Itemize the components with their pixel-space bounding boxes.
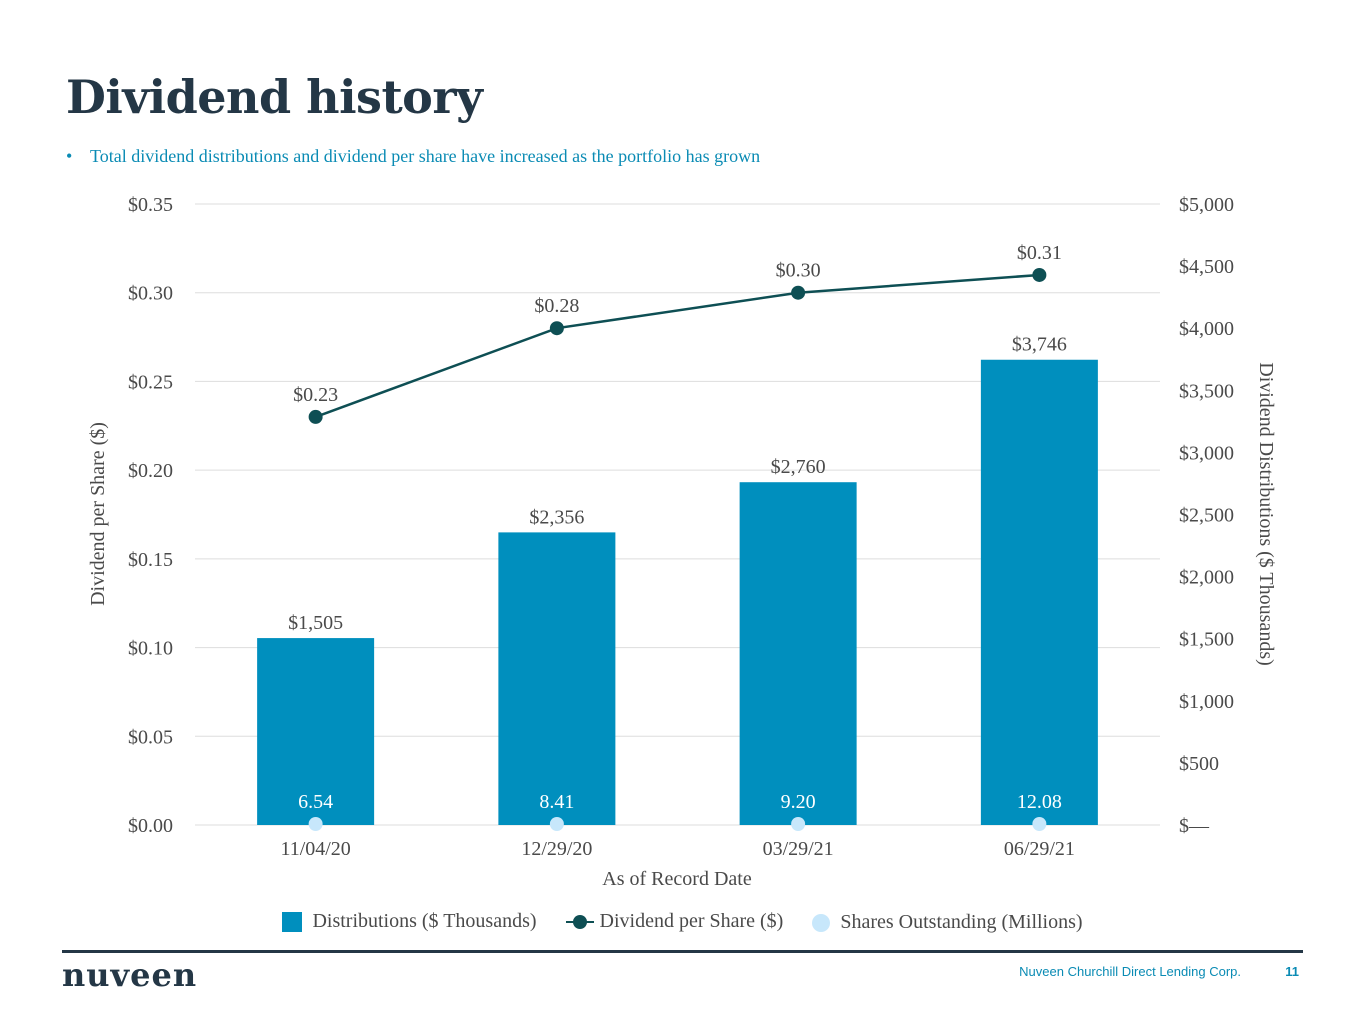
x-tick-label: 12/29/20 [521, 838, 592, 860]
y2-axis-title: Dividend Distributions ($ Thousands) [1255, 362, 1277, 666]
bar [739, 482, 857, 825]
dividend-data-label: $0.28 [534, 295, 579, 317]
dividend-line [315, 273, 1040, 419]
x-tick-label: 11/04/20 [280, 838, 350, 860]
y-tick-label: $0.30 [128, 283, 173, 305]
dividend-data-label: $0.23 [293, 384, 338, 406]
shares-dot [1032, 817, 1047, 831]
legend-label-dividend-per-share: Dividend per Share ($) [599, 910, 784, 932]
page-title: Dividend history [66, 70, 483, 124]
dividend-point [549, 321, 564, 336]
bullet-text: Total dividend distributions and dividen… [90, 146, 761, 166]
y2-tick-label: $2,500 [1179, 505, 1234, 527]
chart-legend: Distributions ($ Thousands) Dividend per… [0, 910, 1365, 938]
y2-tick-label: $1,500 [1179, 629, 1234, 651]
y-tick-label: $0.25 [128, 371, 173, 393]
shares-dot [308, 817, 323, 831]
bar-data-label: $2,356 [529, 506, 584, 528]
bullet-point: • Total dividend distributions and divide… [66, 146, 760, 167]
y2-tick-label: $— [1179, 815, 1210, 837]
dividend-chart: $0.00 $0.05 $0.10 $0.15 $0.20 $0.25 $0.30 $0.35… [87, 194, 1277, 890]
shares-data-label: 12.08 [1017, 791, 1062, 813]
bar-data-label: $3,746 [1012, 334, 1067, 356]
y-tick-label: $0.00 [128, 815, 173, 837]
x-tick-label: 06/29/21 [1004, 838, 1075, 860]
y-tick-label: $0.35 [128, 194, 173, 216]
legend-item-distributions: Distributions ($ Thousands) [282, 910, 537, 933]
y-axis-title: Dividend per Share ($) [87, 422, 109, 606]
dividend-data-label: $0.30 [776, 260, 821, 282]
y2-tick-label: $3,000 [1179, 442, 1234, 464]
y2-tick-label: $3,500 [1179, 380, 1234, 402]
bar [498, 532, 616, 825]
nuveen-logo: nuveen [62, 956, 198, 994]
bar [257, 638, 375, 825]
bar-data-label: $2,760 [771, 456, 826, 478]
shares-data-label: 8.41 [539, 791, 574, 813]
y2-tick-label: $1,000 [1179, 691, 1234, 713]
shares-data-label: 9.20 [781, 791, 816, 813]
dividend-point [791, 285, 806, 300]
page-number: 11 [1285, 964, 1299, 979]
bar [980, 359, 1098, 825]
y-tick-label: $0.20 [128, 460, 173, 482]
y-tick-label: $0.05 [128, 726, 173, 748]
bullet-marker: • [66, 146, 73, 166]
legend-label-distributions: Distributions ($ Thousands) [312, 910, 537, 932]
x-axis-title: As of Record Date [602, 868, 752, 890]
legend-item-shares-outstanding: Shares Outstanding (Millions) [812, 911, 1083, 934]
y2-tick-label: $500 [1179, 753, 1219, 775]
dividend-data-label: $0.31 [1017, 242, 1062, 264]
shares-dot [549, 817, 564, 831]
footer-rule [62, 950, 1303, 953]
legend-swatch-bar [282, 911, 303, 932]
legend-label-shares-outstanding: Shares Outstanding (Millions) [840, 911, 1083, 933]
dividend-point [308, 409, 323, 424]
shares-dot [791, 817, 806, 831]
legend-item-dividend-per-share: Dividend per Share ($) [565, 910, 784, 933]
y-tick-label: $0.15 [128, 549, 173, 571]
y-tick-label: $0.10 [128, 638, 173, 660]
footer-company-name: Nuveen Churchill Direct Lending Corp. [1019, 964, 1241, 979]
legend-swatch-line [565, 912, 594, 932]
shares-data-label: 6.54 [298, 791, 333, 813]
y2-tick-label: $4,000 [1179, 318, 1234, 340]
y2-tick-label: $5,000 [1179, 194, 1234, 216]
dividend-point [1032, 267, 1047, 282]
bar-data-label: $1,505 [288, 612, 343, 634]
y2-tick-label: $4,500 [1179, 256, 1234, 278]
x-tick-label: 03/29/21 [763, 838, 834, 860]
y2-tick-label: $2,000 [1179, 567, 1234, 589]
legend-swatch-dot [812, 913, 831, 932]
